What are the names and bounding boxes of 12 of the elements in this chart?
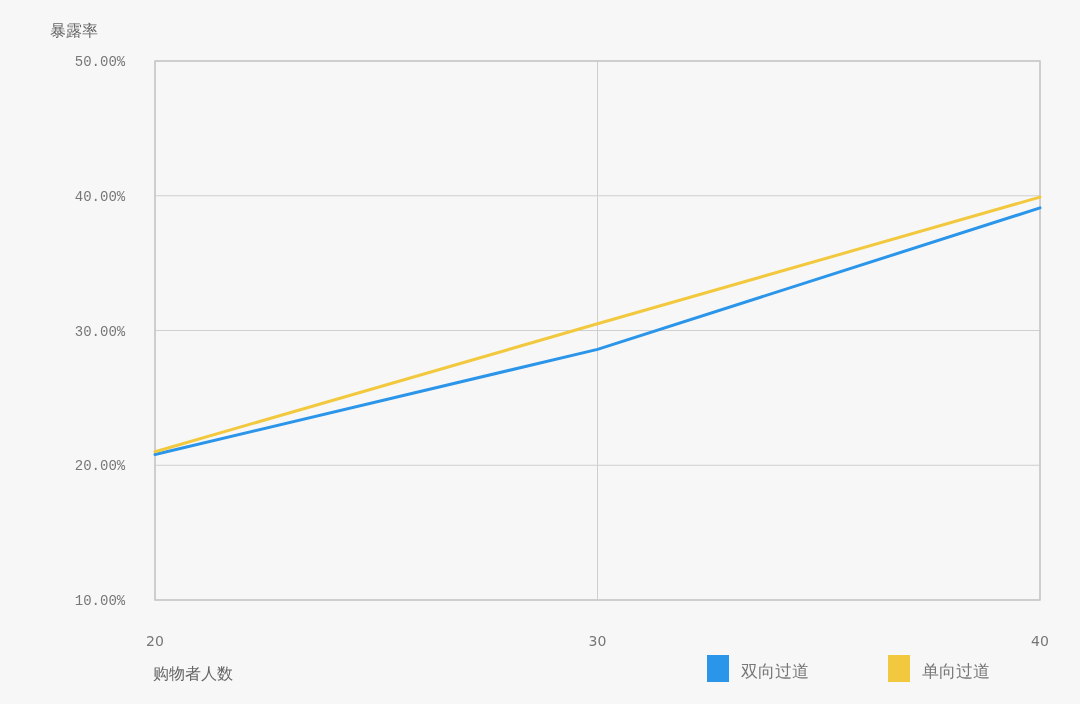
y-tick-label: 20.00%	[74, 458, 126, 475]
legend-label: 双向过道	[741, 661, 809, 681]
x-tick-label: 30	[588, 633, 607, 649]
y-tick-label: 40.00%	[74, 188, 126, 205]
y-tick-label: 30.00%	[74, 323, 126, 340]
y-tick-label: 10.00%	[74, 593, 126, 609]
x-axis-title: 购物者人数	[153, 664, 233, 683]
y-axis-title: 暴露率	[50, 21, 98, 40]
x-tick-label: 40	[1031, 633, 1049, 649]
legend-label: 单向过道	[922, 661, 990, 681]
x-tick-label: 20	[146, 633, 164, 649]
y-tick-label: 50.00%	[74, 54, 126, 70]
